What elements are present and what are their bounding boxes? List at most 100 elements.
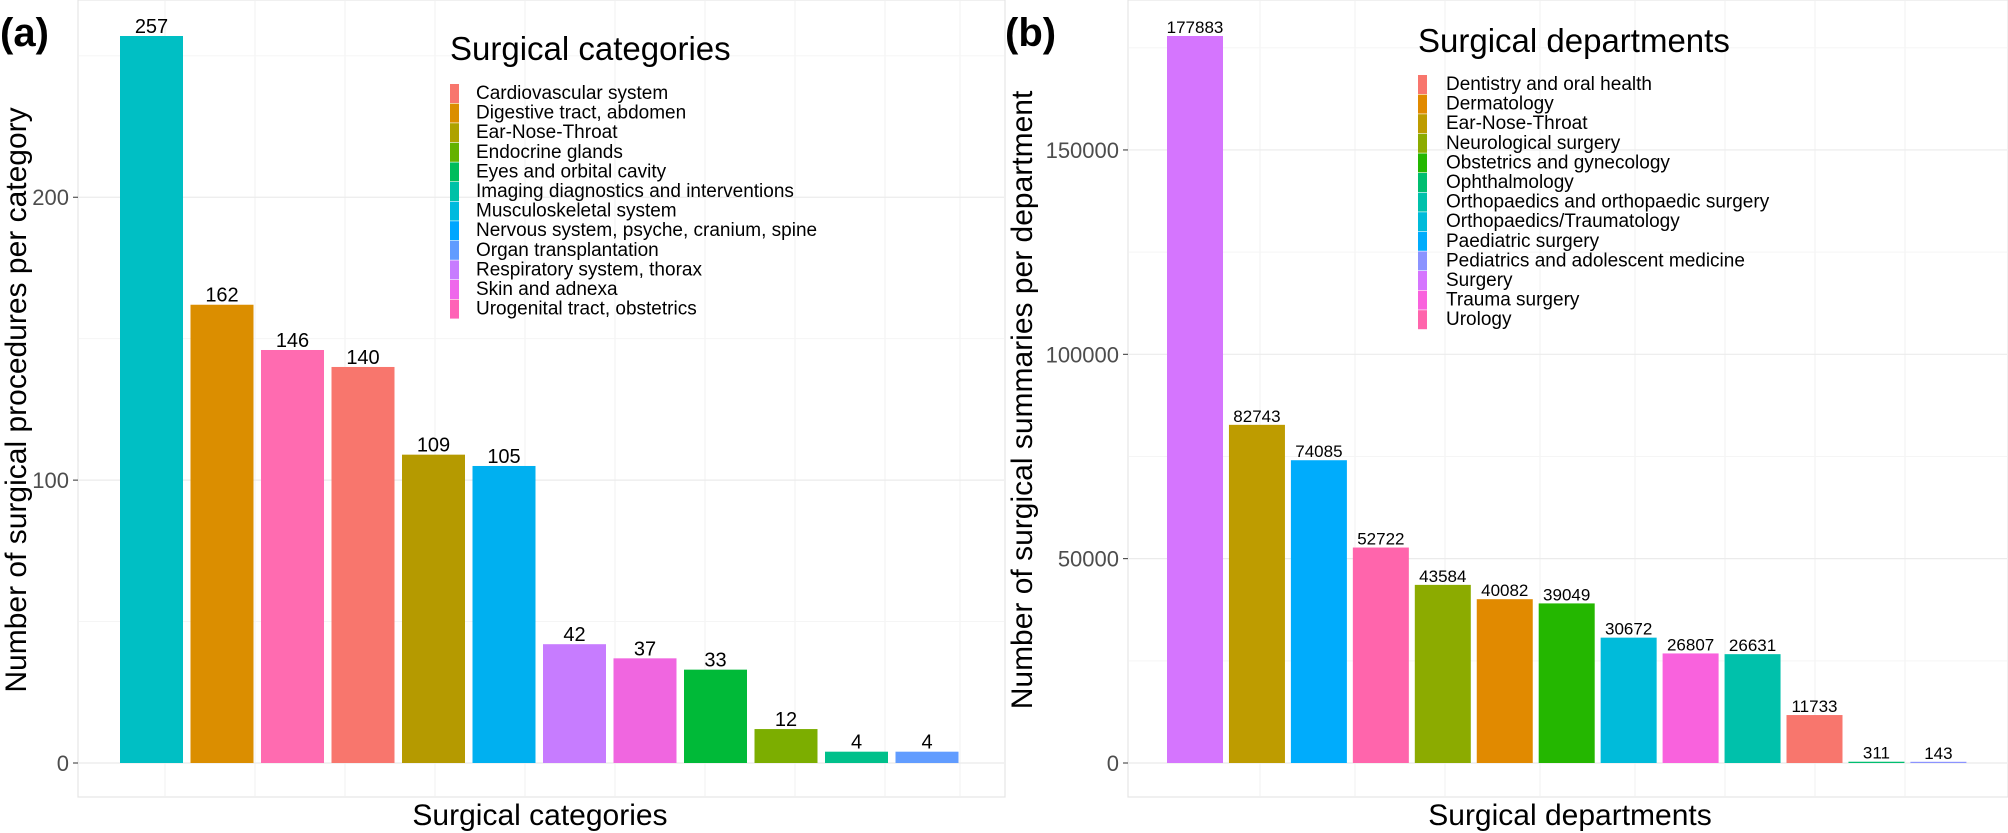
panel-b-value-label: 40082 — [1481, 581, 1528, 600]
panel-a-bar — [825, 751, 888, 763]
panel-b-legend-label: Urology — [1446, 309, 1512, 330]
panel-a-y-axis-title: Number of surgical procedures per catego… — [0, 107, 33, 692]
panel-a-bar — [613, 658, 677, 763]
panel-a-value-label: 109 — [417, 435, 450, 457]
panel-b-legend-swatch — [1418, 251, 1427, 271]
panel-b-y-tick-label: 50000 — [1058, 547, 1119, 572]
panel-b-chart: 177883 82743 74085 52722 43584 40082 39049 3067… — [1005, 0, 2008, 832]
panel-a-legend-swatch — [450, 123, 459, 143]
panel-b-legend-swatch — [1418, 153, 1427, 173]
panel-a-legend-label: Digestive tract, abdomen — [476, 103, 686, 124]
panel-a-value-labels: 257 162 146 140 109 105 42 37 33 12 4 4 — [135, 16, 933, 754]
panel-b-bar — [1167, 36, 1223, 763]
panel-b-value-label: 26631 — [1729, 636, 1776, 655]
panel-b-bar — [1414, 584, 1471, 763]
panel-b-bars — [1167, 36, 1967, 763]
panel-a-chart: 257 162 146 140 109 105 42 37 33 12 4 4 0 100 200 (a)… — [0, 0, 1006, 832]
panel-a-bar — [402, 454, 465, 763]
panel-a-legend-label: Cardiovascular system — [476, 83, 668, 104]
panel-a-legend-label: Ear-Nose-Throat — [476, 122, 618, 143]
panel-a-value-label: 37 — [634, 638, 656, 660]
panel-a-legend-swatch — [450, 221, 459, 241]
panel-a-legend-title: Surgical categories — [450, 30, 731, 67]
panel-b-legend-swatch — [1418, 114, 1427, 134]
panel-a-legend-swatch — [450, 182, 459, 201]
panel-b-legend-label: Dermatology — [1446, 94, 1554, 115]
panel-b-value-label: 26807 — [1667, 635, 1714, 654]
panel-b-bar — [1662, 653, 1719, 763]
panel-a-label: (a) — [0, 11, 49, 55]
panel-a-legend-label: Imaging diagnostics and interventions — [476, 181, 794, 202]
panel-b-y-axis: 0 50000 100000 150000 — [1046, 138, 1128, 776]
panel-a-value-label: 33 — [704, 650, 726, 672]
panel-b-legend-label: Obstetrics and gynecology — [1446, 152, 1670, 173]
panel-b-legend-label: Dentistry and oral health — [1446, 74, 1652, 95]
panel-b-bar — [1600, 637, 1657, 763]
panel-a-bar — [120, 36, 183, 763]
panel-b-value-label: 11733 — [1791, 697, 1837, 716]
panel-a-legend-swatch — [450, 84, 459, 103]
panel-b-legend-swatch — [1418, 94, 1427, 114]
panel-a-legend-label: Eyes and orbital cavity — [476, 161, 667, 182]
panel-a-value-label: 4 — [851, 732, 862, 754]
panel-a-legend-label: Nervous system, psyche, cranium, spine — [476, 220, 817, 241]
panel-b-value-label: 39049 — [1543, 585, 1590, 604]
panel-b-legend-title: Surgical departments — [1418, 22, 1730, 59]
panel-a-bar — [190, 304, 254, 763]
panel-b-legend-swatch — [1418, 192, 1427, 212]
panel-a-value-label: 105 — [487, 446, 520, 468]
panel-a-x-axis-title: Surgical categories — [412, 799, 667, 832]
panel-b-legend-swatch — [1418, 173, 1427, 192]
panel-b-y-axis-title: Number of surgical summaries per departm… — [1006, 90, 1039, 709]
panel-b-legend-label: Orthopaedics/Traumatology — [1446, 211, 1680, 232]
panel-a-legend-label: Musculoskeletal system — [476, 201, 677, 222]
panel-a-legend-label: Respiratory system, thorax — [476, 259, 702, 280]
panel-b-value-label: 143 — [1924, 744, 1952, 763]
panel-b-legend-label: Neurological surgery — [1446, 133, 1621, 154]
panel-b-bar — [1476, 599, 1533, 763]
panel-b-value-label: 311 — [1863, 744, 1890, 763]
panel-b-value-label: 43584 — [1419, 567, 1466, 586]
panel-b-value-label: 74085 — [1295, 442, 1342, 461]
panel-b-legend-swatch — [1418, 310, 1427, 330]
panel-a-bar — [261, 349, 324, 763]
panel-a-legend-swatch — [450, 103, 459, 123]
panel-a-legend-label: Urogenital tract, obstetrics — [476, 299, 697, 320]
panel-b-value-labels: 177883 82743 74085 52722 43584 40082 39049 3067… — [1167, 18, 1953, 763]
panel-b-value-label: 82743 — [1233, 407, 1280, 426]
panel-a-bar — [472, 465, 536, 763]
panel-a-bar — [754, 729, 818, 763]
panel-b-label: (b) — [1005, 11, 1056, 55]
panel-b-x-axis-title: Surgical departments — [1428, 799, 1711, 832]
panel-b-legend-label: Trauma surgery — [1446, 290, 1580, 311]
panel-a-bar — [684, 669, 747, 763]
panel-b-legend-swatch — [1418, 133, 1427, 153]
panel-a-value-label: 257 — [135, 16, 168, 38]
panel-a-y-tick-label: 200 — [32, 185, 69, 210]
panel-a-bars — [120, 36, 959, 763]
panel-b-legend-label: Orthopaedics and orthopaedic surgery — [1446, 192, 1770, 213]
panel-a-value-label: 140 — [346, 347, 379, 369]
panel-a-bar — [543, 644, 606, 763]
panel-b-legend-swatch — [1418, 231, 1427, 251]
panel-a-legend: Surgical categories Cardiovascular syste… — [450, 30, 817, 320]
panel-b-y-tick-label: 150000 — [1046, 138, 1119, 163]
panel-b-y-tick-label: 0 — [1107, 751, 1119, 776]
panel-b-bar — [1290, 460, 1347, 763]
panel-a-legend-swatch — [450, 260, 459, 280]
panel-a-y-tick-label: 100 — [32, 468, 69, 493]
panel-b-legend-label: Pediatrics and adolescent medicine — [1446, 250, 1745, 271]
panel-a-legend-label: Endocrine glands — [476, 142, 623, 163]
panel-a-bar — [331, 366, 395, 763]
panel-b-legend-label: Ophthalmology — [1446, 172, 1574, 193]
panel-b-bar — [1352, 547, 1409, 763]
panel-a-value-label: 12 — [775, 709, 797, 731]
panel-b-value-label: 30672 — [1605, 620, 1652, 639]
panel-a-legend-swatch — [450, 240, 459, 260]
panel-a-legend-label: Organ transplantation — [476, 240, 659, 261]
panel-b-legend-label: Surgery — [1446, 270, 1513, 291]
panel-b-legend-label: Ear-Nose-Throat — [1446, 113, 1588, 134]
panel-b-legend: Surgical departments Dentistry and oral … — [1418, 22, 1770, 330]
panel-a-value-label: 4 — [921, 732, 932, 754]
